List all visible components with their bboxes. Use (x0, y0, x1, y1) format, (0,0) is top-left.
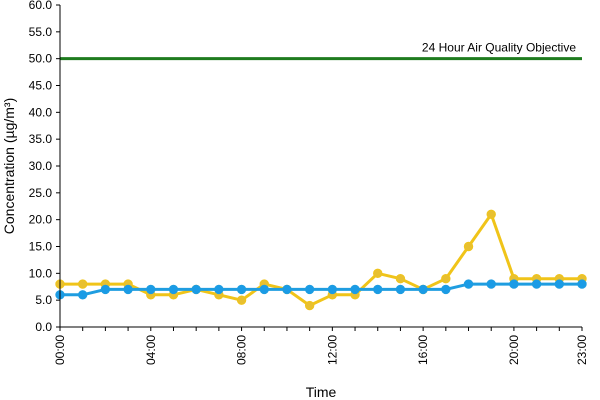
y-tick-label: 20.0 (29, 213, 53, 227)
series-2-point (100, 284, 111, 295)
x-tick-label: 00:00 (53, 335, 67, 365)
series-1-point (441, 274, 451, 284)
series-2 (55, 279, 587, 300)
series-2-point (214, 284, 224, 295)
x-tick-label: 16:00 (416, 335, 430, 365)
series-2-point (463, 279, 474, 289)
y-tick-label: 10.0 (29, 266, 53, 280)
y-tick-label: 55.0 (29, 25, 53, 39)
series-2-point (327, 284, 338, 295)
y-axis-title: Concentration (µg/m³) (1, 98, 17, 234)
series-2-point (282, 284, 292, 295)
y-tick-label: 5.0 (35, 293, 52, 307)
series-2-point (123, 284, 133, 295)
series-2-point (236, 284, 247, 295)
series-2-point (486, 279, 496, 289)
series-2-point (418, 284, 428, 295)
x-tick-label: 08:00 (235, 335, 249, 365)
y-tick-label: 50.0 (29, 52, 53, 66)
x-tick-label: 23:00 (575, 335, 589, 365)
x-axis-title: Time (306, 384, 337, 400)
series-2-point (577, 279, 587, 289)
series-2-point (531, 279, 542, 289)
series-2-point (373, 284, 383, 295)
series-group (55, 209, 587, 311)
series-2-line (60, 282, 582, 297)
series-2-point (146, 284, 156, 295)
y-tick-label: 0.0 (35, 320, 52, 334)
series-1 (55, 209, 587, 311)
series-1-point (304, 300, 315, 311)
series-1-point (77, 279, 88, 289)
y-tick-label: 60.0 (29, 0, 53, 12)
series-2-point (304, 284, 315, 295)
x-tick-label: 20:00 (507, 335, 521, 365)
y-tick-label: 40.0 (29, 105, 53, 119)
series-1-point (373, 268, 383, 279)
series-1-point (486, 209, 496, 220)
series-1-point (395, 274, 406, 284)
series-2-point (259, 284, 269, 295)
series-2-point (191, 284, 201, 295)
y-tick-label: 30.0 (29, 159, 53, 173)
series-1-line (60, 212, 582, 308)
y-tick-label: 15.0 (29, 240, 53, 254)
series-1-point (236, 295, 247, 305)
series-2-point (509, 279, 519, 289)
series-2-point (168, 284, 179, 295)
y-tick-label: 45.0 (29, 79, 53, 93)
series-1-point (463, 241, 474, 252)
y-axis-ticks: 0.0 5.0 10.0 15.0 20.0 25.0 30.0 35.0 40.0 45.0 50… (29, 0, 60, 334)
x-tick-label: 04:00 (144, 335, 158, 365)
objective-label: 24 Hour Air Quality Objective (422, 41, 576, 55)
series-2-point (77, 290, 88, 300)
series-2-point (554, 279, 565, 289)
x-tick-label: 12:00 (325, 335, 339, 365)
series-2-point (441, 284, 451, 295)
series-2-point (350, 284, 360, 295)
y-tick-label: 35.0 (29, 132, 53, 146)
series-2-point (395, 284, 406, 295)
y-tick-label: 25.0 (29, 186, 53, 200)
x-axis-ticks: 00:00 04:00 08:00 12:00 16:00 20:00 23:00 (53, 327, 589, 365)
